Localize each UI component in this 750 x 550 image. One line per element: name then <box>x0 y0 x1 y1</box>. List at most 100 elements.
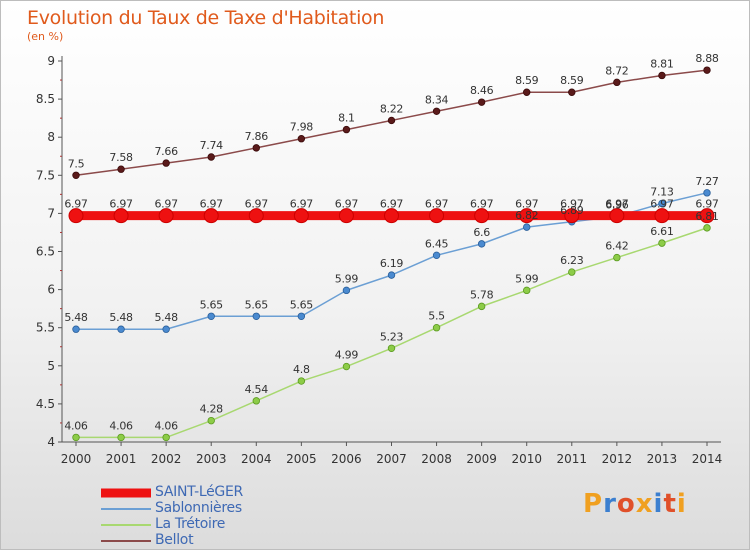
logo-letter-6: i <box>676 489 687 519</box>
series-3-point-5 <box>297 135 306 143</box>
y-tick-label-7: 7.5 <box>36 168 55 182</box>
series-0-point-9 <box>474 208 490 224</box>
logo-letter-3: x <box>635 489 654 519</box>
series-1-label-5: 5.65 <box>290 298 314 311</box>
series-0-point-7 <box>384 208 399 224</box>
series-1-point-9 <box>477 240 486 248</box>
series-2-point-5 <box>297 377 306 385</box>
series-3-label-4: 7.86 <box>245 130 269 143</box>
y-tick-label-1: 4.5 <box>36 397 55 411</box>
series-3-point-8 <box>432 107 441 115</box>
series-2-point-12 <box>613 253 621 262</box>
chart-title: Evolution du Taux de Taxe d'Habitation <box>27 7 385 29</box>
series-3-label-6: 8.1 <box>338 112 355 125</box>
series-2-label-9: 5.78 <box>470 288 494 301</box>
x-tick-label-13: 2013 <box>647 452 678 466</box>
series-1-label-12: 6.96 <box>605 198 629 211</box>
series-2-point-6 <box>342 362 351 371</box>
series-2-point-14 <box>703 224 711 232</box>
series-2-point-7 <box>387 344 396 352</box>
series-1-label-2: 5.48 <box>154 311 178 324</box>
series-1-label-13: 7.13 <box>650 185 674 198</box>
series-0-label-3: 6.97 <box>200 198 224 211</box>
series-3-label-12: 8.72 <box>605 64 628 77</box>
series-3-point-9 <box>477 98 486 106</box>
series-2-point-4 <box>252 397 260 405</box>
x-tick-label-8: 2008 <box>421 452 452 466</box>
series-2-label-7: 5.23 <box>380 330 404 343</box>
series-2-point-13 <box>658 239 666 247</box>
series-3-label-11: 8.59 <box>560 74 584 87</box>
y-tick-label-8: 8 <box>47 130 55 144</box>
series-3-point-7 <box>387 116 396 125</box>
logo-letter-0: P <box>583 489 604 519</box>
series-2-point-1 <box>117 433 125 442</box>
series-0-point-13 <box>654 208 670 224</box>
series-3-label-8: 8.34 <box>425 93 449 106</box>
series-1-label-1: 5.48 <box>109 311 133 324</box>
y-tick-label-2: 5 <box>47 359 55 373</box>
series-2-point-9 <box>477 302 486 311</box>
series-1-label-10: 6.82 <box>515 209 538 222</box>
series-0-point-12 <box>609 208 625 224</box>
series-0-label-5: 6.97 <box>290 198 314 211</box>
x-tick-label-11: 2011 <box>557 452 588 466</box>
x-tick-label-3: 2003 <box>196 452 227 466</box>
series-3-label-5: 7.98 <box>290 121 314 134</box>
series-0-point-2 <box>158 208 174 224</box>
series-3-label-7: 8.22 <box>380 102 403 115</box>
series-3-label-2: 7.66 <box>154 145 178 158</box>
series-2-label-2: 4.06 <box>154 419 178 432</box>
series-3-point-1 <box>117 165 125 173</box>
series-3-point-13 <box>658 71 666 80</box>
logo-letter-2: o <box>616 489 636 519</box>
series-3-point-12 <box>613 78 621 87</box>
series-0-label-9: 6.97 <box>470 198 494 211</box>
series-0-point-0 <box>68 208 84 224</box>
series-3-label-9: 8.46 <box>470 84 494 97</box>
series-1-point-13 <box>658 199 666 208</box>
series-1-point-7 <box>387 271 396 279</box>
series-0-label-8: 6.97 <box>425 198 449 211</box>
series-0-point-10 <box>519 208 535 224</box>
series-2-label-1: 4.06 <box>109 419 133 432</box>
series-0-point-3 <box>203 208 219 224</box>
legend-swatch-2 <box>101 524 151 526</box>
series-1-label-4: 5.65 <box>245 298 269 311</box>
series-1-point-1 <box>117 325 125 333</box>
series-0-label-13: 6.97 <box>650 198 674 211</box>
series-0-label-11: 6.97 <box>560 198 584 211</box>
series-2-point-10 <box>523 286 531 295</box>
series-3-point-4 <box>252 144 260 152</box>
x-tick-label-14: 2014 <box>692 452 723 466</box>
y-tick-label-10: 9 <box>47 54 55 68</box>
series-1-label-14: 7.27 <box>695 175 719 188</box>
series-1-label-6: 5.99 <box>335 272 359 285</box>
series-0-point-11 <box>564 208 580 224</box>
x-tick-label-12: 2012 <box>602 452 633 466</box>
series-2-label-5: 4.8 <box>293 363 310 376</box>
logo-letter-5: t <box>663 489 677 519</box>
y-tick-label-4: 6 <box>47 283 55 297</box>
y-tick-label-5: 6.5 <box>36 245 55 259</box>
series-1-label-0: 5.48 <box>64 311 88 324</box>
x-tick-label-0: 2000 <box>61 452 92 466</box>
series-1-point-10 <box>523 223 531 231</box>
series-3-point-0 <box>72 171 80 179</box>
series-1-label-8: 6.45 <box>425 237 449 250</box>
legend-swatch-3 <box>101 540 151 542</box>
series-0-point-6 <box>338 208 354 224</box>
legend-label-1: Sablonnières <box>155 500 242 516</box>
x-tick-label-4: 2004 <box>241 452 272 466</box>
y-tick-label-3: 5.5 <box>36 321 55 335</box>
x-tick-label-2: 2002 <box>151 452 182 466</box>
legend-label-0: SAINT-LéGER <box>155 484 243 500</box>
series-0-label-1: 6.97 <box>109 198 133 211</box>
series-2-label-3: 4.28 <box>200 403 224 416</box>
series-1-label-7: 6.19 <box>380 257 404 270</box>
series-1-point-0 <box>72 325 80 333</box>
x-tick-label-6: 2006 <box>331 452 362 466</box>
series-3-label-3: 7.74 <box>200 139 224 152</box>
